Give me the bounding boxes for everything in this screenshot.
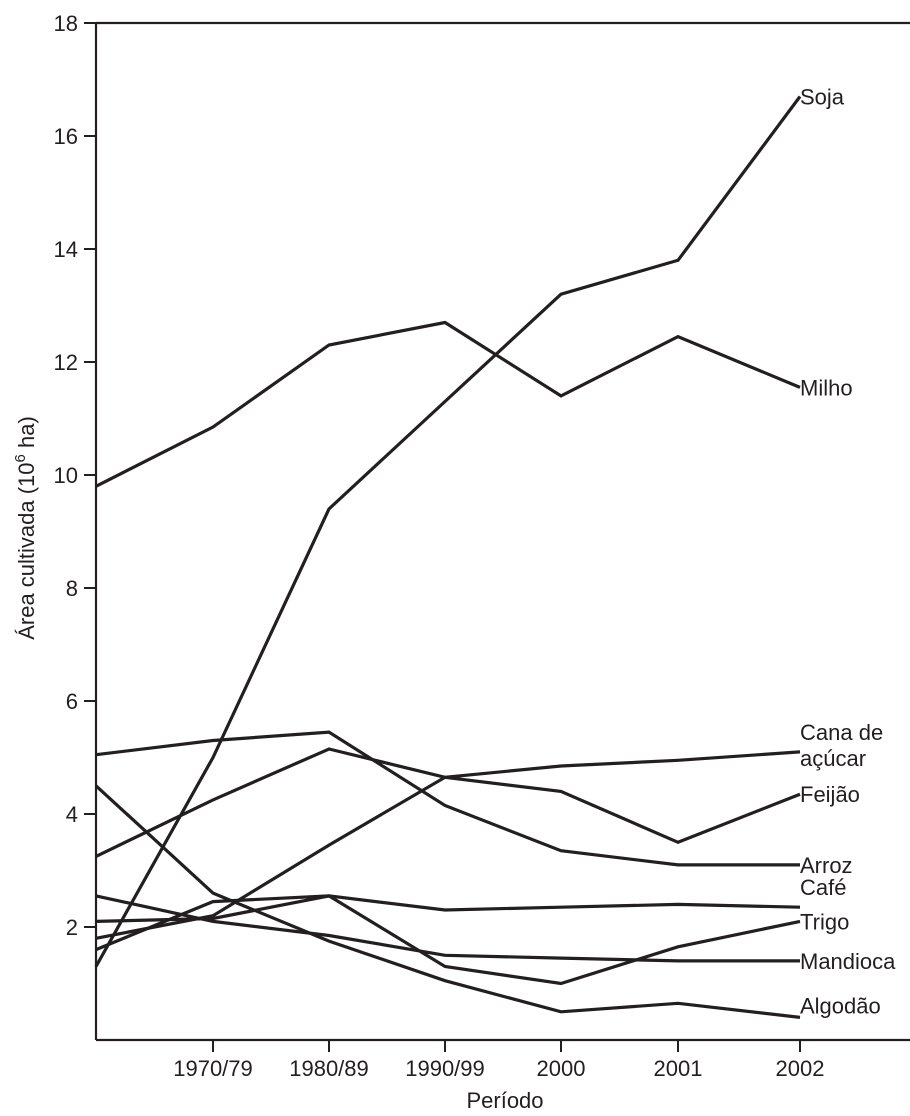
series-label-algodão: Algodão xyxy=(800,993,881,1018)
series-line-feijão xyxy=(96,749,800,856)
series-line-milho xyxy=(96,323,800,487)
y-axis-title: Área cultivada (106 ha) xyxy=(12,416,39,640)
series-label-arroz: Arroz xyxy=(800,853,853,878)
series-line-arroz xyxy=(96,732,800,865)
y-tick-label: 2 xyxy=(66,915,78,940)
y-axis-title-main: Área cultivada (10 xyxy=(14,462,39,639)
x-tick-label: 2000 xyxy=(537,1056,586,1081)
y-tick-label: 10 xyxy=(54,463,78,488)
series-label-mandioca: Mandioca xyxy=(800,949,896,974)
x-tick-label: 1970/79 xyxy=(173,1056,253,1081)
series-label-feijão: Feijão xyxy=(800,782,860,807)
y-tick-label: 18 xyxy=(54,11,78,36)
x-tick-label: 2002 xyxy=(776,1056,825,1081)
y-axis-title-superscript: 6 xyxy=(12,454,29,462)
x-tick-label: 1980/89 xyxy=(289,1056,369,1081)
series-label-café: Café xyxy=(800,875,846,900)
series-lines xyxy=(96,97,800,1018)
x-axis-title: Período xyxy=(466,1088,543,1113)
y-tick-label: 16 xyxy=(54,124,78,149)
axes xyxy=(96,23,910,1040)
y-axis-title-unit: ha) xyxy=(14,416,39,454)
series-label-milho: Milho xyxy=(800,375,853,400)
x-tick-label: 1990/99 xyxy=(405,1056,485,1081)
series-label-cana-de-açúcar: Cana de xyxy=(800,720,883,745)
y-tick-label: 6 xyxy=(66,689,78,714)
series-label-soja: Soja xyxy=(800,84,845,109)
series-label-cana-de-açúcar: açúcar xyxy=(800,746,866,771)
y-tick-label: 14 xyxy=(54,237,78,262)
y-tick-label: 4 xyxy=(66,802,78,827)
series-label-trigo: Trigo xyxy=(800,909,849,934)
x-tick-label: 2001 xyxy=(654,1056,703,1081)
y-tick-label: 8 xyxy=(66,576,78,601)
series-line-algodão xyxy=(96,786,800,1018)
y-axis-ticks: 2 4 6 8 10 12 14 16 18 xyxy=(54,11,96,940)
y-tick-label: 12 xyxy=(54,350,78,375)
x-axis-ticks: 1970/79 1980/89 1990/99 2000 2001 2002 xyxy=(173,1040,824,1081)
